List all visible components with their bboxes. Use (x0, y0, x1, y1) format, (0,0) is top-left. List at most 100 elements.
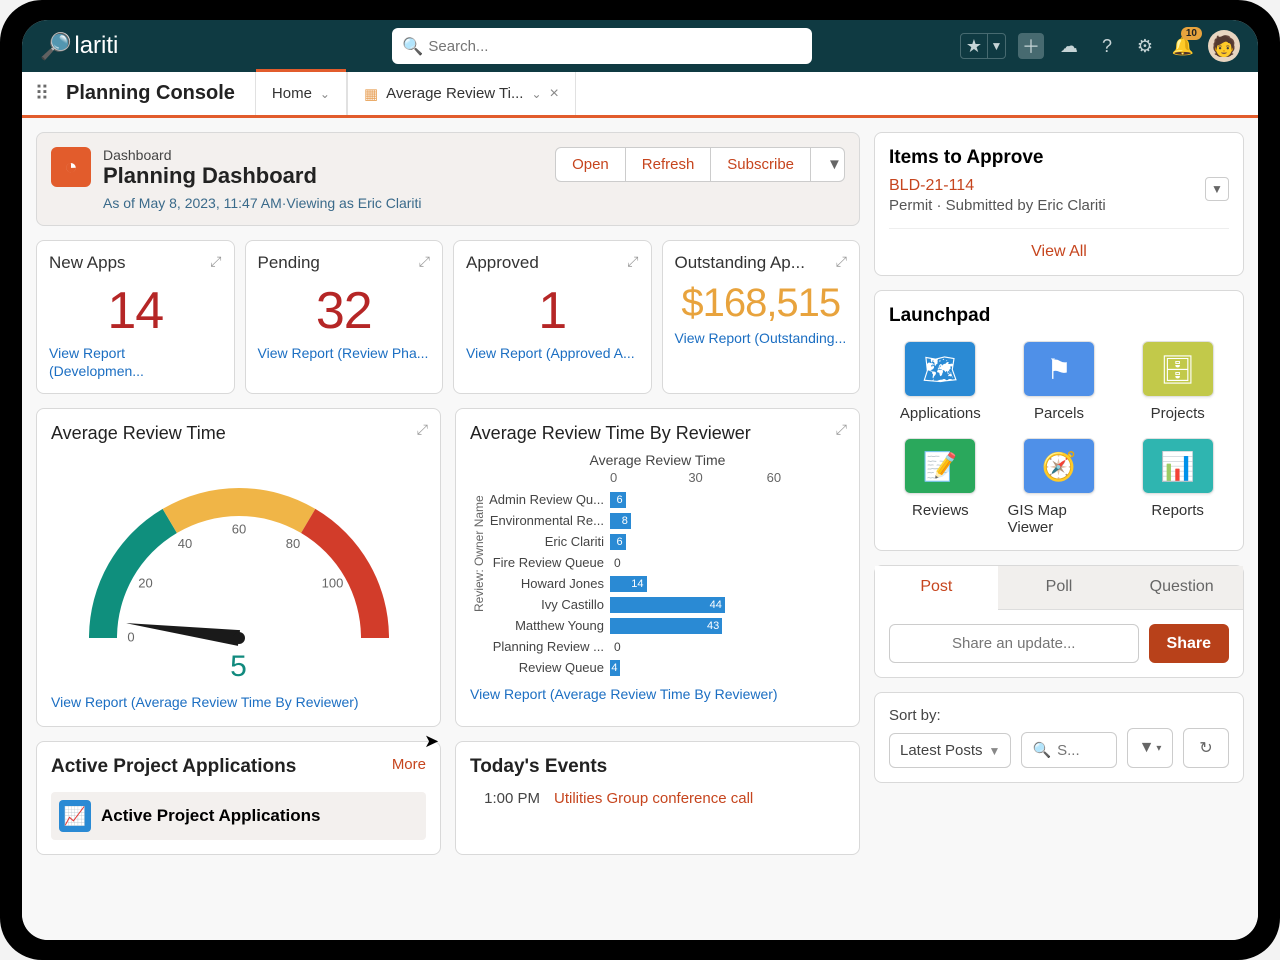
kpi-link[interactable]: View Report (Approved A... (466, 345, 635, 361)
bar-label: Howard Jones (470, 576, 610, 591)
dashboard-actions: Open Refresh Subscribe ▼ (555, 147, 845, 182)
bar-row: Matthew Young43 (470, 615, 845, 636)
kpi-card: ⤢ New Apps 14 View Report (Developmen... (36, 240, 235, 394)
launch-icon: 🧭 (1023, 438, 1095, 494)
expand-icon[interactable]: ⤢ (836, 253, 847, 270)
tab-label: Average Review Ti... (386, 85, 523, 102)
gear-icon[interactable]: ⚙ (1132, 33, 1158, 59)
favorites-menu[interactable]: ★ ▼ (960, 33, 1006, 59)
share-button[interactable]: Share (1149, 624, 1229, 663)
gauge-chart: 020406080100 (51, 452, 426, 666)
event-row[interactable]: 1:00 PMUtilities Group conference call (470, 790, 845, 807)
svg-text:0: 0 (127, 629, 134, 644)
launch-label: Projects (1151, 405, 1205, 422)
expand-icon[interactable]: ⤢ (836, 421, 847, 438)
add-icon[interactable]: ＋ (1018, 33, 1044, 59)
bell-icon[interactable]: 🔔 10 (1170, 33, 1196, 59)
launch-label: GIS Map Viewer (1008, 502, 1111, 536)
launch-item[interactable]: 🗄 Projects (1126, 341, 1229, 422)
search-input[interactable] (392, 28, 812, 64)
sort-select[interactable]: Latest Posts ▼ (889, 733, 1011, 768)
bar-label: Planning Review ... (470, 639, 610, 654)
more-actions-button[interactable]: ▼ (811, 147, 845, 182)
bar-label: Ivy Castillo (470, 597, 610, 612)
cloud-icon[interactable]: ☁ (1056, 33, 1082, 59)
bar: 43 (610, 618, 722, 634)
app-launcher-icon[interactable]: ⠿ (22, 81, 62, 106)
event-time: 1:00 PM (470, 790, 540, 807)
launch-item[interactable]: 📊 Reports (1126, 438, 1229, 536)
bar: 4 (610, 660, 620, 676)
sort-card: Sort by: Latest Posts ▼ 🔍 ▼▾ ↻ (874, 692, 1244, 783)
nav-bar: ⠿ Planning Console Home ⌄ ▦ Average Revi… (22, 72, 1258, 118)
help-icon[interactable]: ? (1094, 33, 1120, 59)
star-icon[interactable]: ★ (961, 33, 987, 59)
bar-report-link[interactable]: View Report (Average Review Time By Revi… (470, 686, 778, 702)
chart-title: Average Review Time (51, 423, 426, 444)
refresh-button[interactable]: ↻ (1183, 728, 1229, 768)
kpi-link[interactable]: View Report (Review Pha... (258, 345, 429, 361)
expand-icon[interactable]: ⤢ (417, 421, 428, 438)
expand-icon[interactable]: ⤢ (419, 253, 430, 270)
kpi-value: $168,515 (675, 281, 848, 326)
bar-label: Fire Review Queue (470, 555, 610, 570)
dashboard-title: Planning Dashboard (103, 163, 543, 189)
chevron-down-icon[interactable]: ⌄ (320, 87, 330, 101)
expand-icon[interactable]: ⤢ (627, 253, 638, 270)
launch-item[interactable]: 🗺 Applications (889, 341, 992, 422)
card-title: Items to Approve (889, 147, 1229, 169)
launch-label: Parcels (1034, 405, 1084, 422)
launch-item[interactable]: ⚑ Parcels (1008, 341, 1111, 422)
kpi-link[interactable]: View Report (Developmen... (49, 345, 144, 379)
more-link[interactable]: More (392, 756, 426, 773)
tab-avg-review[interactable]: ▦ Average Review Ti... ⌄ × (347, 72, 576, 115)
chart-title: Average Review Time By Reviewer (470, 423, 845, 444)
subscribe-button[interactable]: Subscribe (711, 147, 811, 182)
launch-icon: ⚑ (1023, 341, 1095, 397)
card-title: Today's Events (470, 756, 845, 778)
tab-home[interactable]: Home ⌄ (255, 72, 347, 115)
refresh-button[interactable]: Refresh (626, 147, 712, 182)
kpi-card: ⤢ Outstanding Ap... $168,515 View Report… (662, 240, 861, 394)
post-tab[interactable]: Post (875, 566, 998, 610)
launch-item[interactable]: 🧭 GIS Map Viewer (1008, 438, 1111, 536)
kpi-link[interactable]: View Report (Outstanding... (675, 330, 847, 346)
post-input[interactable] (889, 624, 1139, 663)
sub-item[interactable]: 📈 Active Project Applications (51, 792, 426, 840)
bar-row: Eric Clariti6 (470, 531, 845, 552)
view-all-link[interactable]: View All (1031, 243, 1087, 260)
chevron-down-icon[interactable]: ▼ (1205, 177, 1229, 201)
post-tab[interactable]: Question (1120, 566, 1243, 609)
post-tab[interactable]: Poll (998, 566, 1121, 609)
open-button[interactable]: Open (555, 147, 626, 182)
chevron-down-icon[interactable]: ⌄ (531, 87, 541, 101)
filter-button[interactable]: ▼▾ (1127, 728, 1173, 768)
sort-search[interactable]: 🔍 (1021, 732, 1117, 768)
chevron-down-icon: ▼ (989, 744, 1001, 758)
approve-ref[interactable]: BLD-21-114 (889, 177, 1229, 195)
avatar[interactable]: 🧑 (1208, 30, 1240, 62)
launch-label: Applications (900, 405, 981, 422)
chevron-down-icon[interactable]: ▼ (987, 34, 1005, 58)
sort-search-input[interactable] (1057, 742, 1106, 759)
close-icon[interactable]: × (550, 85, 559, 103)
kpi-card: ⤢ Approved 1 View Report (Approved A... (453, 240, 652, 394)
launchpad-grid: 🗺 Applications⚑ Parcels🗄 Projects📝 Revie… (889, 341, 1229, 536)
bar-row: Ivy Castillo44 (470, 594, 845, 615)
logo-icon: 🔍 (40, 31, 72, 62)
bar: 44 (610, 597, 725, 613)
dashboard-icon: ▦ (364, 85, 378, 103)
bar-row: Environmental Re...8 (470, 510, 845, 531)
top-icons: ★ ▼ ＋ ☁ ? ⚙ 🔔 10 🧑 (960, 30, 1240, 62)
kpi-row: ⤢ New Apps 14 View Report (Developmen...… (36, 240, 860, 394)
chart-icon: 📈 (59, 800, 91, 832)
bar-row: Review Queue4 (470, 657, 845, 678)
expand-icon[interactable]: ⤢ (210, 253, 221, 270)
sort-label: Sort by: (889, 707, 1229, 724)
bar-chart-card: ⤢ Average Review Time By Reviewer Review… (455, 408, 860, 727)
gauge-report-link[interactable]: View Report (Average Review Time By Revi… (51, 694, 359, 710)
launch-item[interactable]: 📝 Reviews (889, 438, 992, 536)
bar: 6 (610, 492, 626, 508)
card-title: Active Project Applications (51, 756, 426, 778)
bar-value: 0 (610, 640, 621, 654)
